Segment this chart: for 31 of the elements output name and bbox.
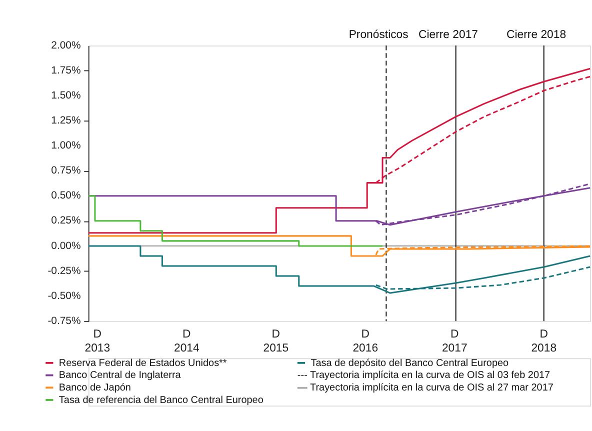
legend-label: Reserva Federal de Estados Unidos** (58, 358, 227, 369)
ref-line-label: Cierre 2017 (418, 28, 478, 41)
y-tick-label: 0.25% (51, 216, 81, 227)
x-tick-label: D 2015 (263, 328, 289, 355)
y-tick-label: 0.50% (51, 190, 81, 202)
ref-line-label: Pronósticos (348, 28, 409, 41)
line-series (88, 195, 384, 247)
y-tick-label: 1.00% (51, 140, 81, 152)
x-tick-label: D 2017 (442, 328, 468, 355)
y-tick-label: 0.00% (51, 240, 81, 252)
y-tick-label: -0.75% (48, 316, 81, 327)
y-tick-label: 1.75% (51, 65, 81, 76)
x-tick-label: D 2018 (531, 328, 557, 355)
legend-label: Banco Central de Inglaterra (58, 370, 182, 382)
y-tick-label: -0.25% (48, 266, 81, 277)
x-tick-label: D 2014 (174, 328, 200, 355)
y-tick-label: 2.00% (51, 40, 81, 52)
y-tick-label: -0.50% (48, 290, 81, 302)
x-tick-label: D 2013 (84, 328, 110, 355)
ref-line-label: Cierre 2018 (506, 28, 566, 41)
text: — Trayectoria implícita en la curva de OIS al 27 mar 2017 (297, 382, 554, 394)
y-tick-label: 1.25% (51, 116, 81, 127)
legend-label: Tasa de referencia del Banco Central Europeo (58, 394, 264, 406)
y-tick-label: 0.75% (51, 166, 81, 177)
y-tick-label: 1.50% (51, 90, 81, 102)
legend-label: Tasa de depósito del Banco Central Europeo (310, 358, 510, 369)
line-series (88, 245, 591, 294)
legend-label: Banco de Japón (58, 382, 131, 394)
line-series (88, 68, 591, 234)
text: --- Trayectoria implícita en la curva de OIS al 03 feb 2017 (297, 370, 551, 382)
x-tick-label: D 2016 (352, 328, 378, 355)
